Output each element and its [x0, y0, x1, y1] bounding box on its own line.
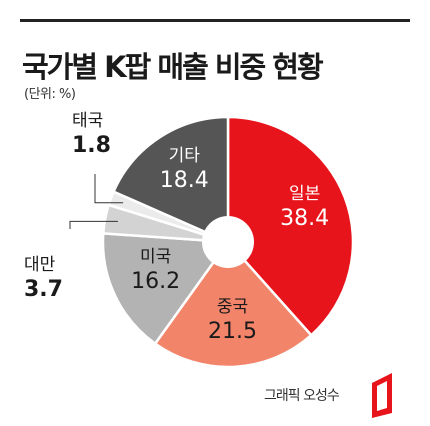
slice-미국 — [101, 232, 230, 345]
slice-value-일본: 38.4 — [280, 206, 329, 231]
leader-line-대만 — [69, 220, 118, 229]
slice-label-중국: 중국 — [217, 297, 248, 317]
slice-value-기타: 18.4 — [160, 168, 209, 193]
slice-value-미국: 16.2 — [131, 269, 180, 294]
slice-value-중국: 21.5 — [208, 319, 257, 344]
unit-label: (단위: %) — [24, 87, 76, 102]
slice-value-대만: 3.7 — [24, 277, 63, 302]
top-rule — [20, 19, 410, 22]
slice-label-기타: 기타 — [169, 146, 201, 166]
graphic-credit: 그래픽 오성수 — [264, 388, 340, 404]
chart-title: 국가별 K팝 매출 비중 현황 — [22, 50, 324, 84]
slice-중국 — [153, 240, 313, 369]
brand-logo — [372, 373, 392, 418]
slice-label-대만: 대만 — [24, 255, 56, 275]
slice-기타 — [112, 115, 230, 244]
slice-label-태국: 태국 — [72, 111, 103, 131]
slice-label-일본: 일본 — [289, 184, 320, 204]
slice-label-미국: 미국 — [140, 247, 171, 267]
slice-일본 — [226, 115, 355, 337]
slice-value-태국: 1.8 — [72, 133, 111, 158]
donut-hole — [202, 216, 254, 268]
leader-line-태국 — [94, 174, 124, 204]
